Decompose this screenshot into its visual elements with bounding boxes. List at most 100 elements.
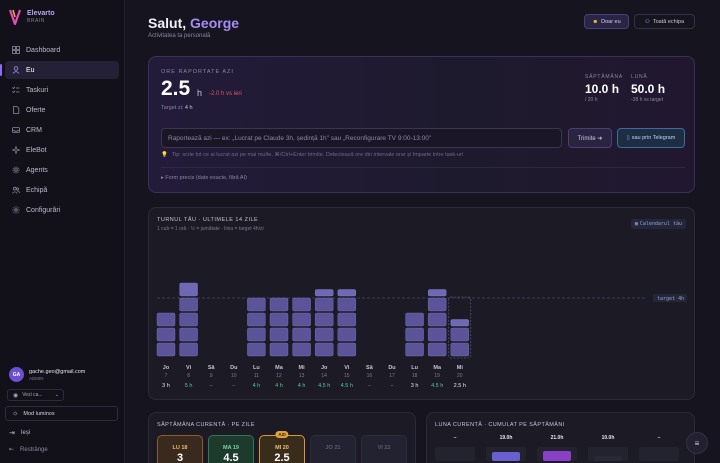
hour-block xyxy=(156,312,176,327)
sidebar-item-taskuri[interactable]: Taskuri xyxy=(5,81,119,99)
date-label: 14 xyxy=(321,373,327,379)
week-stat-sub: / 20 h xyxy=(585,97,598,103)
chart-title: TURNUL TĂU · ULTIMELE 14 ZILE xyxy=(157,217,259,223)
brand[interactable]: Elevarto BRAIN xyxy=(9,9,55,25)
hour-block xyxy=(314,297,334,312)
today-badge: AZI xyxy=(275,431,289,438)
calendar-button-label: Calendarul tău xyxy=(639,221,682,227)
user-email: gache.geo@gmail.com xyxy=(29,368,86,375)
day-tile-fri[interactable]: VI 22 xyxy=(361,435,407,463)
smile-icon: ☻ xyxy=(592,18,599,25)
day-tile-thu[interactable]: JO 21 xyxy=(310,435,356,463)
sidebar-item-label: Eu xyxy=(26,66,35,74)
precise-form-toggle[interactable]: ▸ Form precis (date exacte, fără AI) xyxy=(161,175,247,181)
date-label: 19 xyxy=(434,373,440,379)
month-card-title: LUNA CURENTĂ · CUMULAT PE SĂPTĂMÂNI xyxy=(435,422,565,428)
month-stat: LUNĂ 50.0 h -38 h vs target xyxy=(631,74,665,103)
hour-block xyxy=(179,327,198,342)
checklist-icon xyxy=(12,86,20,94)
day-tile-wed[interactable]: AZI MI 20 2.5 xyxy=(259,431,305,463)
target-label: target 4h xyxy=(657,296,684,302)
date-label: 13 xyxy=(299,373,305,379)
user-icon xyxy=(12,66,20,74)
hour-block xyxy=(450,342,469,357)
daily-target-prefix: Target zi: xyxy=(161,105,184,111)
today-delta: -2.0 h vs ieri xyxy=(209,91,242,97)
hour-block xyxy=(405,327,424,342)
month-weeks-card: LUNA CURENTĂ · CUMULAT PE SĂPTĂMÂNI – 19.… xyxy=(426,412,695,463)
day-name: LU 18 xyxy=(172,445,188,451)
sun-icon: ☼ xyxy=(12,410,19,417)
day-value: 2.5 xyxy=(274,452,290,463)
hour-block xyxy=(337,297,357,312)
date-label: 18 xyxy=(412,373,418,379)
sidebar-item-label: Agents xyxy=(26,166,48,174)
week-bar-track xyxy=(639,447,679,461)
calendar-button[interactable]: ▦ Calendarul tău xyxy=(630,219,686,229)
collapse-sidebar-link[interactable]: ⇤ Restrânge xyxy=(9,446,48,454)
hour-block xyxy=(179,297,198,312)
eye-icon: ◉ xyxy=(13,392,19,399)
hour-block xyxy=(314,342,334,357)
tower-chart: target 4h Jo 7 3 h Vi 8 5 h Sâ 9 – Du 10 – Lu 11 4 h Ma 1… xyxy=(156,282,687,389)
telegram-button[interactable]: ▯ sau prin Telegram xyxy=(617,128,685,148)
day-name: JO 21 xyxy=(325,445,341,451)
day-name: MI 20 xyxy=(275,445,289,451)
report-input[interactable]: Raportează azi — ex: „Lucrat pe Claude 3… xyxy=(161,128,562,148)
half-hour-block xyxy=(450,319,469,327)
week-total-label: 21.0h xyxy=(550,435,564,441)
sidebar-item-eu[interactable]: Eu xyxy=(0,61,119,79)
phone-icon: ▯ xyxy=(626,135,630,141)
quick-actions-button[interactable]: ≡ xyxy=(686,432,708,454)
sidebar-item-elebot[interactable]: EleBot xyxy=(5,141,119,159)
sidebar-item-oferte[interactable]: Oferte xyxy=(5,101,119,119)
hour-block xyxy=(269,312,289,327)
grid-icon xyxy=(12,46,20,54)
sidebar-item-label: CRM xyxy=(26,126,42,134)
sidebar-item-configurari[interactable]: Configurări xyxy=(5,201,119,219)
light-mode-button[interactable]: ☼ Mod luminos xyxy=(5,406,118,421)
day-name: VI 22 xyxy=(377,445,391,451)
sidebar-item-crm[interactable]: CRM xyxy=(5,121,119,139)
sparkle-icon xyxy=(12,146,20,154)
filter-mine-button[interactable]: ☻ Doar eu xyxy=(584,14,629,29)
gear-icon xyxy=(12,166,20,174)
sidebar-item-echipa[interactable]: Echipă xyxy=(5,181,119,199)
sidebar-item-dashboard[interactable]: Dashboard xyxy=(5,41,119,59)
week-stat-label: SĂPTĂMÂNA xyxy=(585,74,624,80)
day-label: Lu xyxy=(411,365,418,371)
day-tile-tue[interactable]: MA 19 4.5 xyxy=(208,435,254,463)
page-subtitle: Activitatea ta personală xyxy=(148,33,211,39)
sidebar: Elevarto BRAIN Dashboard Eu Taskuri Ofer… xyxy=(0,0,125,463)
filter-team-label: Toată echipa xyxy=(652,18,685,25)
week-bar-track xyxy=(435,447,475,461)
team-icon: ⚇ xyxy=(644,18,650,25)
sidebar-nav: Dashboard Eu Taskuri Oferte CRM EleBot xyxy=(0,41,119,221)
logo-icon xyxy=(9,9,21,25)
day-tile-mon[interactable]: LU 18 3 xyxy=(157,435,203,463)
send-button[interactable]: Trimite ➜ xyxy=(568,128,612,148)
filter-team-button[interactable]: ⚇ Toată echipa xyxy=(634,14,695,29)
view-as-select[interactable]: ◉ Vezi ca... ⌄ xyxy=(7,389,64,401)
day-label: Lu xyxy=(253,365,260,371)
menu-icon: ≡ xyxy=(694,438,700,448)
value-label: 5 h xyxy=(185,383,193,389)
today-hours-unit: h xyxy=(197,88,203,98)
telegram-label: sau prin Telegram xyxy=(631,135,676,141)
user-card[interactable]: GA gache.geo@gmail.com ADMIN xyxy=(9,367,85,382)
day-label: Vi xyxy=(344,365,350,371)
brand-name: Elevarto xyxy=(27,10,55,17)
date-label: 15 xyxy=(344,373,350,379)
month-stat-value: 50.0 h xyxy=(631,82,666,96)
sidebar-item-label: Echipă xyxy=(26,186,48,194)
logout-link[interactable]: ⇥ Ieși xyxy=(9,429,30,437)
day-label: Ma xyxy=(275,365,284,371)
value-label: 4.5 h xyxy=(318,383,330,389)
daily-target-value: 4 h xyxy=(184,105,193,111)
brand-sub: BRAIN xyxy=(27,18,45,24)
report-input-placeholder: Raportează azi — ex: „Lucrat pe Claude 3… xyxy=(168,134,432,142)
value-label: 2.5 h xyxy=(454,383,466,389)
logout-label: Ieși xyxy=(20,430,31,436)
sidebar-item-agents[interactable]: Agents xyxy=(5,161,119,179)
day-label: Mi xyxy=(299,365,306,371)
